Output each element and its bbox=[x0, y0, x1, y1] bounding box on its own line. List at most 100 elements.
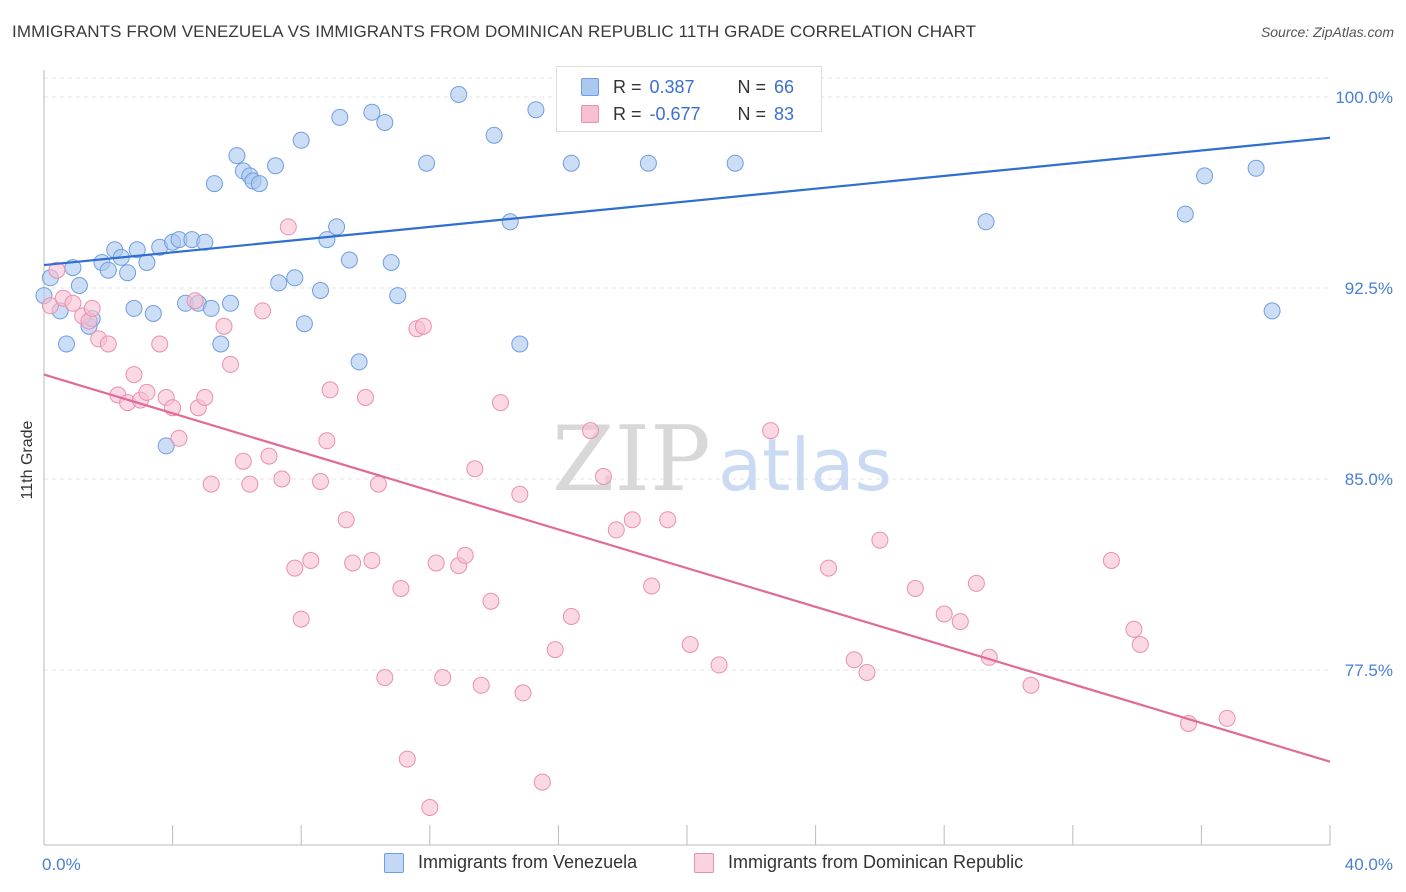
venezuela-point bbox=[331, 108, 349, 126]
venezuela-point bbox=[99, 261, 117, 279]
venezuela-point bbox=[1263, 302, 1281, 320]
dominican-point bbox=[186, 292, 204, 310]
stats-legend: R = 0.387 N = 66 R = -0.677 N = 83 bbox=[556, 66, 822, 132]
venezuela-point bbox=[58, 335, 75, 353]
dominican-point bbox=[99, 335, 117, 353]
venezuela-point bbox=[119, 264, 137, 282]
dominican-swatch bbox=[581, 105, 599, 123]
venezuela-point bbox=[363, 103, 381, 121]
dominican-point bbox=[260, 447, 278, 465]
legend-row-dominican: R = -0.677 N = 83 bbox=[581, 102, 794, 126]
y-tick-label: 100.0% bbox=[1335, 88, 1393, 107]
dominican-point bbox=[582, 422, 599, 440]
dominican-point bbox=[138, 383, 156, 401]
venezuela-swatch bbox=[581, 78, 599, 96]
dominican-point bbox=[820, 559, 837, 577]
venezuela-point bbox=[70, 277, 88, 294]
dominican-point bbox=[546, 641, 564, 659]
venezuela-point bbox=[292, 131, 310, 149]
dominican-point bbox=[302, 552, 320, 569]
dominican-point bbox=[318, 432, 336, 450]
dominican-point bbox=[376, 669, 394, 687]
y-tick-label: 92.5% bbox=[1345, 279, 1393, 298]
dominican-point bbox=[292, 610, 310, 628]
dominican-point bbox=[254, 302, 272, 320]
venezuela-point bbox=[222, 294, 239, 312]
venezuela-point bbox=[205, 175, 223, 193]
dominican-point bbox=[125, 366, 143, 384]
venezuela-point bbox=[350, 353, 368, 371]
venezuela-point bbox=[138, 254, 156, 271]
venezuela-point bbox=[382, 254, 400, 271]
dominican-point bbox=[234, 452, 252, 470]
dominican-point bbox=[357, 389, 374, 406]
dominican-point bbox=[935, 605, 953, 623]
venezuela-point bbox=[270, 274, 288, 292]
dominican-point bbox=[681, 636, 699, 653]
x-tick-label: 40.0% bbox=[1345, 855, 1393, 874]
y-tick-labels: 77.5% 85.0% 92.5% 100.0% bbox=[1335, 88, 1393, 680]
dominican-point bbox=[562, 608, 580, 625]
dominican-point bbox=[170, 429, 188, 447]
r-label: R = bbox=[613, 103, 642, 124]
venezuela-point bbox=[376, 114, 394, 131]
venezuela-point bbox=[202, 299, 220, 317]
venezuela-point bbox=[1196, 167, 1214, 185]
dominican-point bbox=[273, 470, 291, 488]
axes bbox=[43, 70, 1331, 846]
dominican-point bbox=[286, 559, 304, 577]
data-points bbox=[35, 86, 1281, 816]
venezuela-point bbox=[501, 213, 519, 231]
venezuela-point bbox=[562, 154, 580, 172]
dominican-point bbox=[607, 521, 625, 539]
dominican-point bbox=[337, 511, 355, 529]
dominican-point bbox=[196, 389, 214, 406]
x-tick-labels: 0.0% 40.0% bbox=[42, 855, 1393, 874]
y-tick-label: 77.5% bbox=[1345, 661, 1393, 680]
dominican-point bbox=[241, 475, 259, 493]
dominican-point bbox=[472, 676, 490, 694]
dominican-point bbox=[312, 473, 329, 490]
dominican-point bbox=[967, 574, 985, 592]
venezuela-point bbox=[328, 218, 346, 236]
watermark: ZIP atlas bbox=[552, 407, 892, 512]
venezuela-point bbox=[228, 147, 246, 165]
venezuela-point bbox=[157, 437, 175, 455]
venezuela-point bbox=[418, 154, 436, 172]
venezuela-point bbox=[389, 287, 407, 305]
dominican-point bbox=[456, 546, 474, 564]
dominican-point bbox=[414, 317, 432, 335]
dominican-point bbox=[492, 394, 509, 412]
dominican-point bbox=[762, 422, 780, 440]
dominican-point bbox=[421, 799, 439, 816]
source-label: Source: ZipAtlas.com bbox=[1260, 24, 1394, 40]
dominican-point bbox=[906, 580, 924, 597]
dominican-point bbox=[466, 460, 484, 478]
venezuela-point bbox=[726, 154, 744, 172]
dominican-point bbox=[594, 468, 612, 485]
dominican-point bbox=[858, 664, 876, 681]
dominican-point bbox=[321, 381, 339, 399]
dominican-point bbox=[845, 651, 863, 669]
dominican-legend-swatch bbox=[694, 852, 714, 873]
venezuela-point bbox=[128, 241, 146, 259]
venezuela-trend-line bbox=[43, 136, 1331, 267]
venezuela-point bbox=[1176, 205, 1194, 223]
legend-label-venezuela: Immigrants from Venezuela bbox=[418, 852, 638, 872]
dominican-point bbox=[434, 669, 452, 687]
dominican-point bbox=[392, 580, 410, 597]
venezuela-point bbox=[977, 213, 995, 231]
dominican-point bbox=[533, 773, 551, 791]
n-label: N = bbox=[737, 103, 767, 124]
dominican-point bbox=[1218, 709, 1236, 727]
venezuela-point bbox=[511, 335, 529, 353]
venezuela-point bbox=[1247, 159, 1265, 177]
dominican-point bbox=[398, 750, 416, 768]
venezuela-point bbox=[125, 299, 143, 317]
dominican-point bbox=[427, 554, 445, 572]
dominican-point bbox=[222, 355, 239, 373]
venezuela-point bbox=[295, 315, 313, 333]
legend-label-dominican: Immigrants from Dominican Republic bbox=[728, 852, 1024, 872]
dominican-point bbox=[48, 261, 66, 279]
y-axis-label: 11th Grade bbox=[19, 420, 36, 499]
